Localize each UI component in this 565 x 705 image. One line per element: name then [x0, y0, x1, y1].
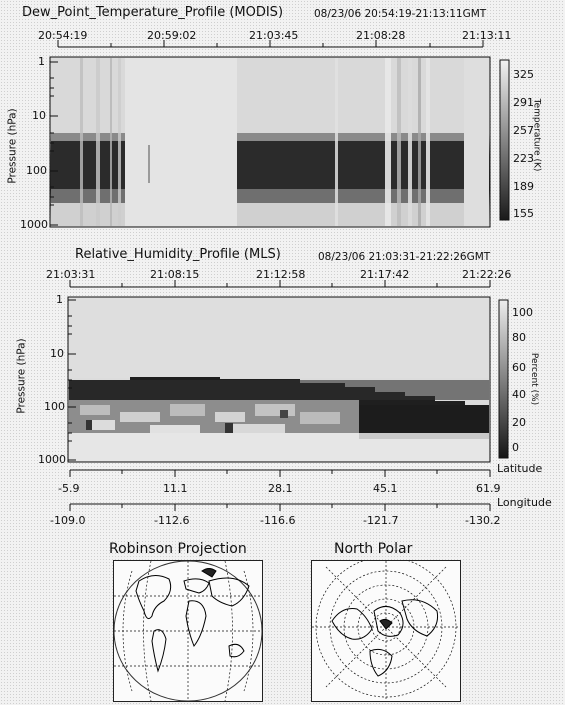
panel2-time-tick: 21:03:31	[46, 268, 96, 281]
panel2-y-tick: 100	[44, 400, 65, 413]
robinson-map	[113, 560, 263, 702]
panel2-cbar-tick: 20	[512, 416, 526, 429]
panel1-left-axis	[50, 61, 58, 226]
latitude-tick: 28.1	[268, 482, 293, 495]
panel1-colorbar-label: Temperature (K)	[531, 98, 542, 172]
longitude-tick: -112.6	[154, 514, 190, 527]
panel2-heatmap	[67, 296, 491, 463]
panel2-left-axis	[68, 299, 76, 461]
latitude-tick: 11.1	[163, 482, 188, 495]
panel1-heatmap	[49, 56, 491, 228]
longitude-axis	[69, 503, 491, 511]
panel2-date-range: 08/23/06 21:03:31-21:22:26GMT	[318, 251, 491, 263]
polar-title: North Polar	[334, 541, 413, 557]
panel2-cbar-tick: 0	[512, 441, 519, 454]
panel1-y-tick: 10	[32, 109, 46, 122]
panel1-cbar-tick: 155	[513, 207, 534, 220]
panel2-y-tick: 1000	[38, 453, 66, 466]
panel2-time-tick: 21:08:15	[150, 268, 200, 281]
north-polar-map-svg	[312, 556, 460, 701]
panel2-time-tick: 21:12:58	[256, 268, 306, 281]
panel1-colorbar	[499, 59, 510, 221]
latitude-tick: 45.1	[373, 482, 398, 495]
latitude-tick: 61.9	[476, 482, 501, 495]
panel1-top-axis	[57, 40, 484, 48]
panel2-cbar-tick: 80	[512, 331, 526, 344]
panel2-cbar-tick: 60	[512, 361, 526, 374]
panel1-time-tick: 20:59:02	[147, 29, 197, 42]
panel2-cbar-tick: 100	[512, 306, 533, 319]
panel1-date-range: 08/23/06 20:54:19-21:13:11GMT	[314, 8, 487, 20]
panel1-cbar-tick: 189	[513, 180, 534, 193]
panel1-title: Dew_Point_Temperature_Profile (MODIS)	[22, 5, 284, 20]
robinson-title: Robinson Projection	[109, 541, 247, 557]
robinson-map-svg	[113, 560, 263, 702]
panel2-time-tick: 21:17:42	[360, 268, 410, 281]
panel1-ylabel: Pressure (hPa)	[6, 108, 19, 184]
latitude-label: Latitude	[497, 462, 543, 475]
longitude-label: Longitude	[497, 496, 552, 509]
panel1-time-tick: 21:03:45	[249, 29, 299, 42]
panel2-cbar-tick: 40	[512, 388, 526, 401]
panel2-time-tick: 21:22:26	[462, 268, 512, 281]
panel1-time-tick: 21:13:11	[462, 29, 512, 42]
panel1-time-tick: 21:08:28	[356, 29, 406, 42]
north-polar-map	[311, 556, 461, 702]
longitude-tick: -116.6	[260, 514, 296, 527]
panel1-y-tick: 1	[38, 55, 45, 68]
latitude-axis	[69, 469, 491, 477]
longitude-tick: -130.2	[465, 514, 501, 527]
panel2-title: Relative_Humidity_Profile (MLS)	[75, 247, 281, 262]
panel1-cbar-tick: 257	[513, 124, 534, 137]
panel2-y-tick: 1	[56, 293, 63, 306]
panel1-cbar-tick: 325	[513, 68, 534, 81]
longitude-tick: -121.7	[363, 514, 399, 527]
latitude-tick: -5.9	[58, 482, 80, 495]
panel1-cbar-tick: 291	[513, 96, 534, 109]
longitude-tick: -109.0	[50, 514, 86, 527]
panel2-y-tick: 10	[50, 347, 64, 360]
panel1-y-tick: 1000	[20, 218, 48, 231]
panel1-y-tick: 100	[26, 164, 47, 177]
panel2-ylabel: Pressure (hPa)	[15, 338, 28, 414]
panel1-cbar-tick: 223	[513, 152, 534, 165]
panel2-colorbar	[498, 299, 509, 459]
panel2-top-axis	[69, 280, 491, 288]
panel1-time-tick: 20:54:19	[38, 29, 88, 42]
panel2-colorbar-label: Percent (%)	[529, 352, 540, 406]
